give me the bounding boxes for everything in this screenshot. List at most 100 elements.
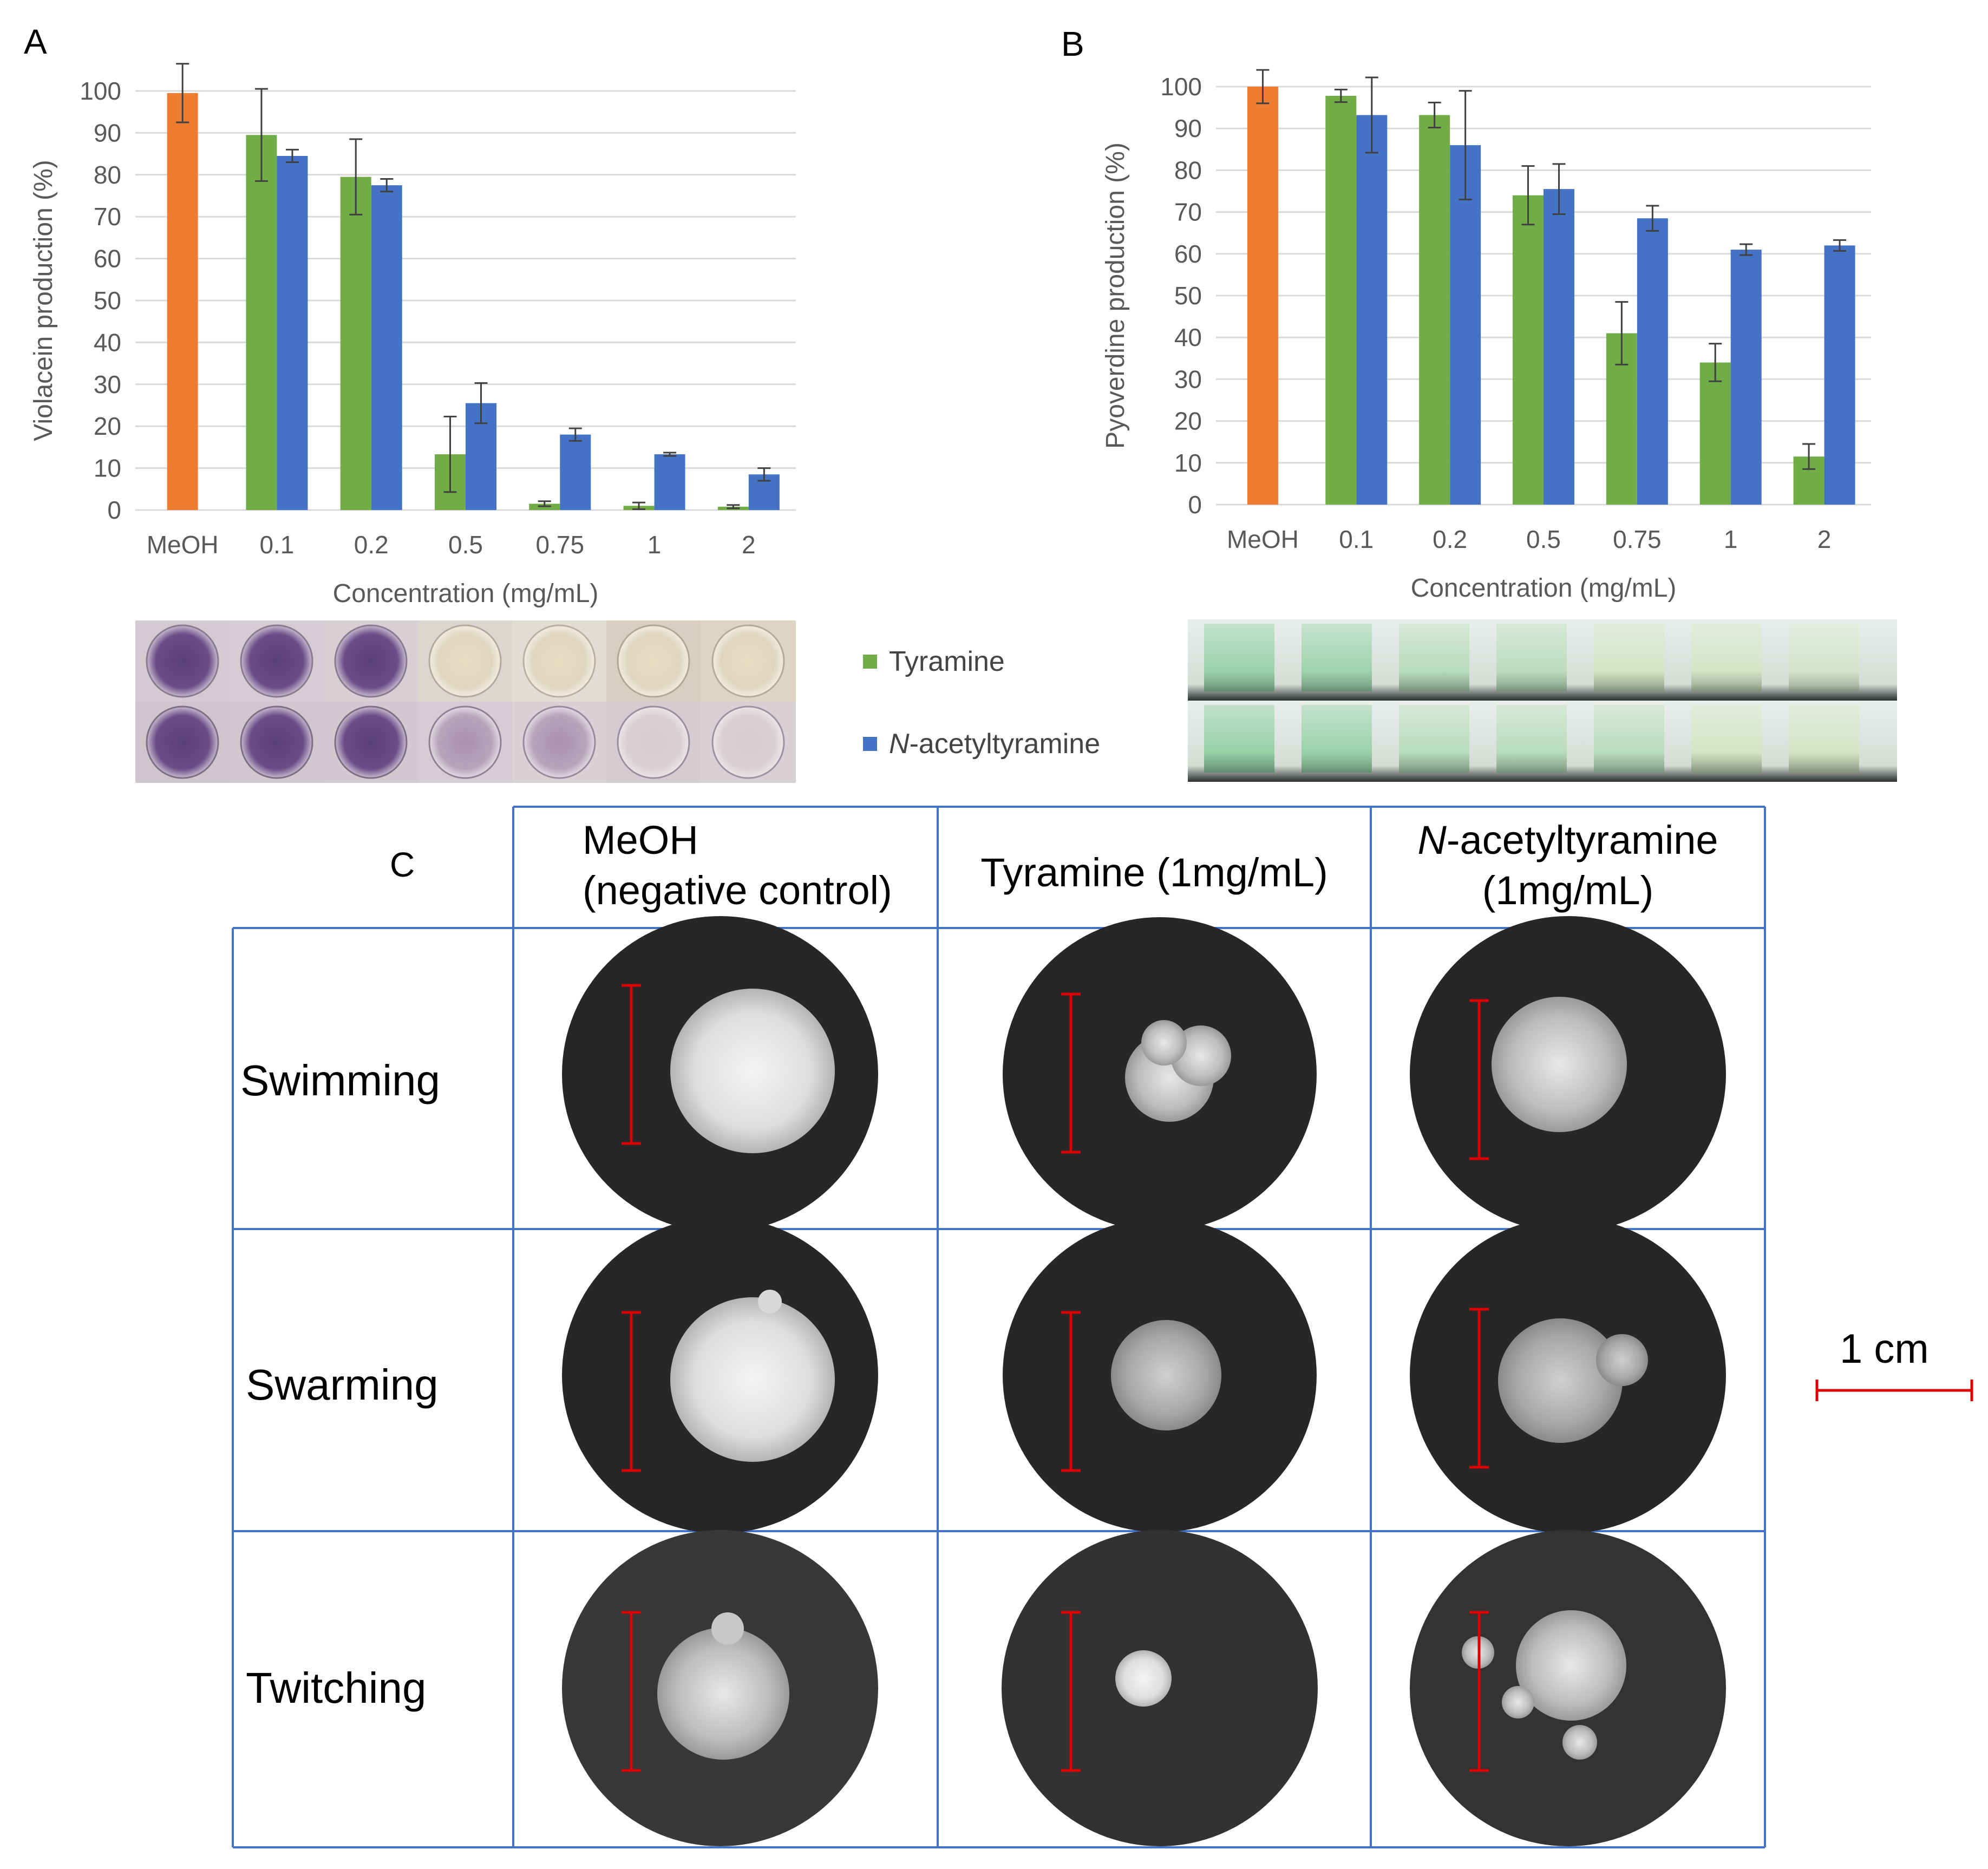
plate-swimming-meoh: [562, 916, 878, 1232]
dish-scale-bars: [622, 984, 1489, 1772]
plate-swimming-tyramine: [1003, 917, 1317, 1231]
chart-a-bar-tyramine-0.2: [340, 177, 371, 510]
plate-swimming-n-acetyltyramine: [1410, 916, 1726, 1232]
legend-label-n-italic: N: [889, 728, 910, 760]
chart-violacein: 0 10 20 30 40 50 60 70 80 90 100 MeOH 0.1 0.2 0.5 0.75 1…: [29, 63, 796, 608]
chart-a-bar-n-acetyltyramine-0.75: [560, 434, 591, 510]
legend-tyramine: Tyramine: [863, 645, 1005, 678]
header-meoh: MeOH (negative control): [583, 815, 892, 916]
chart-b-y-tick-label: 0: [1188, 491, 1202, 519]
chart-b-bar-n-acetyltyramine-0.75: [1637, 218, 1668, 505]
plate-twitching-n-acetyltyramine: [1410, 1530, 1726, 1846]
chart-a-x-axis-label: Concentration (mg/mL): [333, 579, 599, 608]
chart-a-y-tick-label: 80: [94, 161, 121, 189]
chart-b-y-tick-label: 50: [1174, 282, 1202, 310]
header-tyramine-label: Tyramine (1mg/mL): [980, 850, 1328, 895]
chart-a-y-tick-label: 60: [94, 245, 121, 273]
chart-a-y-tick-label: 50: [94, 286, 121, 315]
chart-b-y-tick-label: 60: [1174, 240, 1202, 268]
chart-b-y-tick-label: 80: [1174, 156, 1202, 184]
chart-a-y-tick-label: 90: [94, 119, 121, 147]
chart-b-bar-n-acetyltyramine-0.2: [1450, 145, 1481, 505]
chart-b-bar-tyramine-1: [1699, 362, 1731, 505]
plate-swarming-tyramine: [1003, 1218, 1317, 1532]
header-n-acetyltyramine: N-acetyltyramine (1mg/mL): [1371, 815, 1765, 916]
chart-b-y-tick-label: 30: [1174, 365, 1202, 393]
plate-row-2: [135, 702, 796, 783]
panel-label-b: B: [1061, 24, 1084, 63]
plate-twitching-tyramine: [1002, 1530, 1318, 1846]
chart-b-x-tick-label: 0.75: [1613, 525, 1662, 553]
chart-a-x-tick-label: MeOH: [147, 531, 219, 559]
chart-a-x-tick-label: 0.75: [536, 531, 585, 559]
legend-swatch-tyramine: [863, 655, 877, 669]
legend-label-n-acetyltyramine: -acetyltyramine: [909, 728, 1101, 760]
plate-row-1: [135, 620, 796, 702]
chart-b-x-tick-label: 0.2: [1433, 525, 1467, 553]
plate-swarming-n-acetyltyramine: [1410, 1217, 1726, 1533]
chart-a-y-tick-label: 100: [80, 77, 121, 105]
chart-b-y-tick-label: 40: [1174, 323, 1202, 351]
chart-b-bar-meoh-MeOH: [1247, 87, 1278, 505]
tube-row-1: [1204, 624, 1859, 691]
row-label-swarming: Swarming: [246, 1361, 439, 1409]
chart-a-bar-meoh-MeOH: [167, 93, 198, 510]
chart-b-y-tick-label: 20: [1174, 407, 1202, 435]
scale-bar-label: 1 cm: [1840, 1326, 1929, 1372]
chart-a-x-tick-label: 0.5: [448, 531, 483, 559]
chart-b-bar-tyramine-0.2: [1419, 115, 1450, 505]
header-meoh-line1: MeOH: [583, 818, 698, 862]
chart-a-bar-n-acetyltyramine-0.1: [277, 155, 308, 511]
chart-b-y-tick-label: 90: [1174, 114, 1202, 142]
legend-swatch-n-acetyltyramine: [863, 737, 877, 751]
legend-n-acetyltyramine: N -acetyltyramine: [863, 728, 1100, 760]
row-label-twitching: Twitching: [246, 1664, 427, 1712]
chart-a-y-axis-label: Violacein production (%): [29, 160, 58, 441]
chart-b-y-axis-label: Pyoverdine production (%): [1101, 142, 1130, 449]
chart-b-x-tick-label: 0.5: [1526, 525, 1561, 553]
chart-a-x-tick-label: 0.1: [259, 531, 294, 559]
legend-label-tyramine: Tyramine: [889, 646, 1005, 677]
scale-bar-1cm: [1815, 1380, 1973, 1401]
chart-a-x-tick-label: 1: [648, 531, 662, 559]
chart-a-y-tick-label: 30: [94, 370, 121, 398]
chart-b-bar-n-acetyltyramine-0.1: [1356, 115, 1388, 505]
header-meoh-line2: (negative control): [583, 867, 892, 913]
chart-b-x-tick-label: 0.1: [1339, 525, 1374, 553]
header-n-italic: N: [1417, 818, 1447, 862]
plate-swarming-meoh: [562, 1217, 878, 1533]
chart-b-bar-n-acetyltyramine-2: [1824, 245, 1855, 505]
chart-b-y-tick-label: 70: [1174, 198, 1202, 226]
chart-b-x-tick-label: 1: [1724, 525, 1738, 553]
chart-a-y-tick-label: 10: [94, 454, 121, 482]
chart-a-y-tick-label: 40: [94, 328, 121, 356]
chart-pyoverdine: 0 10 20 30 40 50 60 70 80 90 100 MeOH 0.1 0.2 0.5 0.75 1…: [1101, 69, 1871, 603]
header-n-acetyl-label: -acetyltyramine: [1446, 818, 1718, 862]
panel-label-a: A: [24, 22, 47, 61]
chart-a-y-tick-label: 20: [94, 412, 121, 440]
chart-b-x-tick-label: 2: [1817, 525, 1832, 553]
chart-b-bar-tyramine-0.1: [1325, 95, 1357, 505]
chart-a-bar-n-acetyltyramine-1: [654, 454, 685, 510]
chart-b-y-tick-label: 10: [1174, 449, 1202, 477]
chart-b-bar-n-acetyltyramine-0.5: [1544, 189, 1574, 505]
chart-a-y-tick-label: 0: [107, 496, 121, 524]
violacein-plate-photo: [135, 620, 796, 783]
plate-twitching-meoh: [562, 1530, 878, 1846]
chart-a-x-tick-label: 0.2: [354, 531, 389, 559]
header-tyramine: Tyramine (1mg/mL): [938, 848, 1371, 898]
chart-b-x-axis-label: Concentration (mg/mL): [1411, 574, 1677, 603]
chart-a-x-tick-label: 2: [742, 531, 756, 559]
row-label-swimming: Swimming: [240, 1056, 440, 1105]
panel-label-c: C: [390, 845, 415, 884]
tube-row-2: [1204, 705, 1859, 773]
chart-b-y-tick-label: 100: [1160, 73, 1202, 101]
chart-b-bar-n-acetyltyramine-1: [1730, 250, 1762, 505]
pyoverdine-tube-photo: [1188, 619, 1897, 782]
chart-a-y-tick-label: 70: [94, 202, 121, 231]
header-n-acetyl-line2: (1mg/mL): [1482, 867, 1654, 913]
chart-b-x-tick-label: MeOH: [1227, 525, 1299, 553]
chart-b-bar-tyramine-0.5: [1513, 195, 1544, 505]
chart-a-bar-tyramine-0.1: [246, 135, 277, 510]
